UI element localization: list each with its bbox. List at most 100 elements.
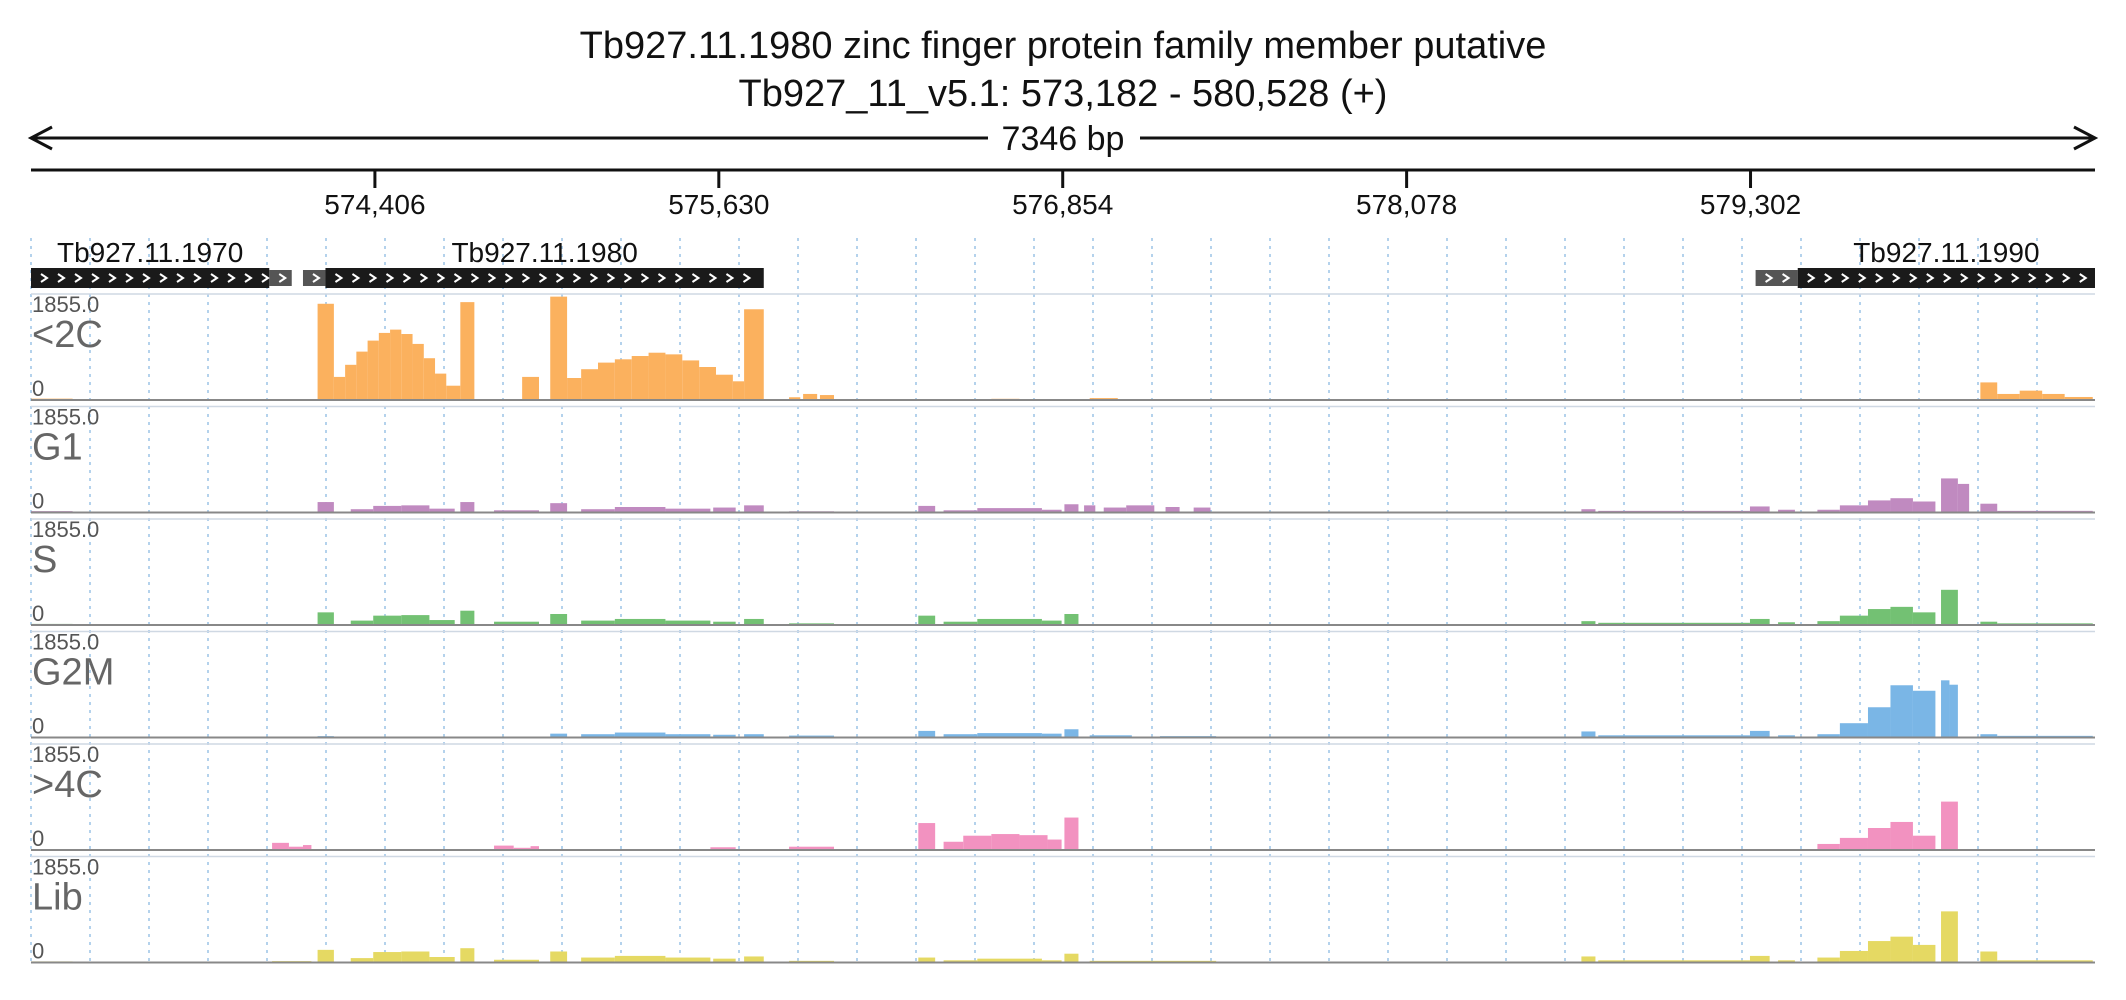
coverage-bar [2042, 393, 2065, 400]
coverage-bar [350, 620, 374, 625]
gene-strand-arrow-icon [2045, 273, 2054, 283]
gene-strand-arrow-icon [1909, 273, 1918, 283]
track-ymax-label: 1855.0 [32, 405, 99, 430]
coverage-bar [550, 614, 568, 625]
coverage-bar [1949, 684, 1958, 738]
coverage-bar [550, 733, 568, 738]
coverage-bar [943, 960, 978, 963]
coverage-bar [614, 618, 666, 625]
coverage-bar [1890, 821, 1913, 850]
gene-utr [1755, 270, 1798, 286]
coverage-bar [494, 621, 539, 625]
coverage-bar [429, 957, 455, 963]
coverage-bar [1019, 835, 1048, 850]
coverage-bar [665, 620, 711, 625]
gene-label: Tb927.11.1970 [57, 237, 243, 268]
coverage-bar [1064, 729, 1079, 738]
coverage-bar [665, 957, 711, 963]
coverage-bar [943, 621, 978, 625]
track-ymin-label: 0 [32, 376, 44, 401]
coverage-bar [1749, 730, 1770, 738]
coverage-bar [1980, 951, 1998, 963]
coverage-bar [581, 620, 615, 625]
gene-strand-arrow-icon [1994, 273, 2003, 283]
coverage-bar [567, 378, 582, 400]
track-ymin-label: 0 [32, 489, 44, 514]
gene-strand-arrow-icon [555, 273, 565, 283]
coverage-bar [1581, 621, 1596, 625]
coverage-bar [581, 734, 615, 738]
coverage-bar [288, 846, 303, 850]
coverage-bar [977, 618, 1042, 625]
gene-strand-arrow-icon [227, 273, 236, 283]
span-label: 7346 bp [1002, 120, 1125, 158]
gene-strand-arrow-icon [589, 273, 599, 283]
coverage-bar [446, 385, 461, 400]
coverage-bar [1941, 478, 1958, 513]
coverage-bar [513, 847, 531, 850]
ruler-tick-label: 574,406 [324, 189, 425, 220]
coverage-bar [317, 949, 334, 963]
coverage-bar [665, 508, 711, 513]
coverage-bar [918, 957, 936, 963]
gene-strand-arrow-icon [657, 273, 667, 283]
gene-strand-arrow-icon [623, 273, 633, 283]
coverage-bar [713, 958, 736, 963]
coverage-bar [460, 502, 475, 513]
coverage-bar [803, 393, 818, 400]
coverage-bar [710, 847, 736, 850]
coverage-bar [744, 618, 764, 625]
gene-strand-arrow-icon [159, 273, 168, 283]
track-name-label: G1 [32, 427, 83, 469]
ruler-tick-label: 579,302 [1700, 189, 1801, 220]
coverage-bar [1817, 621, 1840, 625]
coverage-bar [977, 958, 1042, 963]
coverage-bar [665, 734, 711, 738]
gene-label: Tb927.11.1990 [1853, 237, 2039, 268]
coverage-bar [1064, 953, 1079, 963]
coverage-bar [581, 509, 615, 513]
coverage-bar [401, 334, 413, 400]
coverage-bar [390, 329, 402, 400]
coverage-bar [716, 374, 733, 400]
coverage-track: 1855.0 0 S [31, 517, 2095, 626]
gene-strand-arrow-icon [91, 273, 100, 283]
coverage-bar [460, 610, 475, 625]
coverage-bar [1941, 589, 1958, 625]
coverage-track: 1855.0 0 G1 [31, 405, 2095, 514]
gene-strand-arrow-icon [436, 273, 446, 283]
coverage-bar [1890, 498, 1913, 513]
track-name-label: Lib [32, 877, 83, 919]
coverage-bar [401, 505, 430, 513]
coverage-bar [378, 332, 391, 400]
coverage-bar [373, 615, 402, 625]
gene-strand-arrow-icon [108, 273, 117, 283]
coverage-bar [1778, 960, 1795, 963]
coverage-bar [918, 823, 936, 850]
gene-strand-arrow-icon [1875, 273, 1884, 283]
coverage-bar [1980, 621, 1998, 625]
coverage-bar [1941, 680, 1950, 738]
coverage-bar [1749, 955, 1770, 963]
gene-strand-arrow-icon [351, 273, 361, 283]
span-arrow-right-icon [2073, 125, 2099, 151]
gene-strand-arrow-icon [2028, 273, 2037, 283]
coverage-track: 1855.0 0 <2C [31, 292, 2095, 401]
coverage-bar [614, 732, 666, 738]
track-ymax-label: 1855.0 [32, 855, 99, 880]
coverage-bar [522, 376, 539, 400]
coverage-bar [789, 846, 835, 850]
gene-strand-arrow-icon [125, 273, 134, 283]
coverage-bar [991, 834, 1020, 850]
gene-strand-arrow-icon [368, 273, 378, 283]
coverage-bar [401, 951, 430, 963]
coverage-bar [373, 505, 402, 513]
coverage-bar [1041, 509, 1062, 513]
coverage-bar [1749, 618, 1770, 625]
coverage-bar [918, 505, 936, 513]
coverage-bar [1089, 735, 1132, 738]
coverage-bar [1867, 500, 1891, 513]
gene-strand-arrow-icon [725, 273, 735, 283]
gene-strand-arrow-icon [1841, 273, 1850, 283]
coverage-bar [1778, 509, 1795, 513]
